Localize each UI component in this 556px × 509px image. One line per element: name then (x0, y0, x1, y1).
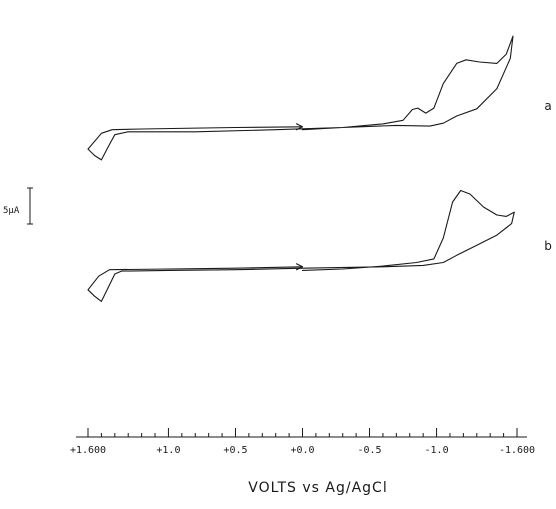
tick-label: +0.5 (223, 445, 247, 456)
tick-label: +1.600 (70, 445, 106, 456)
sweep-direction-arrow (295, 263, 304, 271)
tick-label: -0.5 (357, 445, 381, 456)
trace-label-b: b (544, 239, 552, 253)
sweep-direction-arrow (295, 123, 304, 131)
tick-label: -1.600 (499, 445, 535, 456)
traces-group (87, 35, 515, 302)
voltammogram-trace-b (87, 189, 515, 302)
x-axis-tick-labels: +1.600 +1.0 +0.5 +0.0 -0.5 -1.0 -1.600 (70, 445, 535, 456)
voltammogram-trace-a (87, 35, 514, 161)
trace-label-a: a (544, 99, 551, 113)
tick-label: +0.0 (290, 445, 314, 456)
tick-label: -1.0 (425, 445, 449, 456)
x-axis: +1.600 +1.0 +0.5 +0.0 -0.5 -1.0 -1.600 VOLTS v… (70, 428, 535, 496)
panel-labels-group: ab (544, 99, 552, 253)
scale-bar-label: 5µA (3, 206, 20, 216)
x-axis-ticks (87, 428, 518, 437)
scale-bar-line (27, 187, 33, 225)
tick-label: +1.0 (156, 445, 180, 456)
x-axis-title: VOLTS vs Ag/AgCl (248, 480, 387, 496)
current-scale-bar: 5µA (3, 187, 33, 225)
